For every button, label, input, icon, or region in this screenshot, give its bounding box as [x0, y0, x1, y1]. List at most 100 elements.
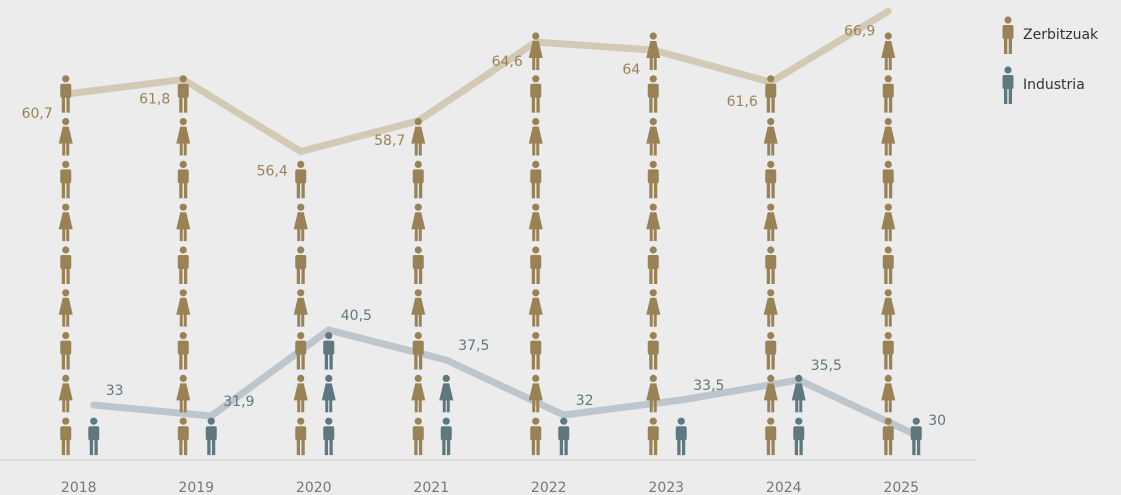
person-icon: [881, 289, 896, 327]
person-icon: [177, 160, 189, 199]
person-icon: [528, 118, 543, 156]
person-icon: [58, 203, 73, 242]
person-icon: [528, 203, 543, 242]
icon-column: [205, 417, 217, 456]
person-icon: [528, 32, 543, 70]
person-icon: [323, 417, 335, 456]
person-icon: [177, 417, 189, 456]
icon-column: [791, 374, 806, 456]
icon-column: [675, 417, 687, 456]
person-icon: [293, 203, 308, 242]
person-icon: [176, 289, 191, 327]
person-icon: [647, 417, 659, 456]
person-icon: [793, 417, 805, 456]
icon-column: [558, 417, 570, 456]
person-icon: [881, 374, 896, 413]
person-icon: [412, 332, 424, 370]
person-icon: [440, 417, 452, 456]
person-icon: [646, 118, 661, 156]
person-icon: [530, 246, 542, 284]
person-icon: [647, 75, 659, 113]
icon-column: [293, 160, 308, 456]
value-label: 61,8: [139, 91, 170, 107]
person-icon: [646, 203, 661, 242]
x-tick-label: 2023: [648, 480, 684, 495]
value-label: 64: [622, 62, 640, 78]
icon-column: [411, 118, 426, 456]
person-icon: [765, 417, 777, 456]
legend-icon: [1002, 66, 1014, 104]
person-icon: [60, 246, 72, 284]
person-icon: [411, 289, 426, 327]
legend-icon-shape: [1002, 66, 1014, 104]
person-icon: [882, 332, 894, 370]
person-icon: [646, 32, 661, 70]
person-icon: [763, 118, 778, 156]
person-icon: [765, 332, 777, 370]
x-tick-label: 2021: [413, 480, 449, 495]
person-icon: [60, 332, 72, 370]
value-label: 66,9: [844, 23, 875, 39]
person-icon: [646, 289, 661, 327]
person-icon: [177, 246, 189, 284]
person-icon: [439, 374, 454, 413]
icon-column: [528, 32, 543, 456]
person-icon: [647, 246, 659, 284]
icon-column: [58, 75, 73, 456]
x-tick-label: 2025: [883, 480, 919, 495]
icon-column: [88, 417, 100, 456]
person-icon: [910, 417, 922, 456]
person-icon: [530, 160, 542, 199]
x-tick-label: 2020: [296, 480, 332, 495]
person-icon: [675, 417, 687, 456]
person-icon: [412, 160, 424, 199]
series-line: [62, 7, 892, 156]
legend-label: Zerbitzuak: [1023, 27, 1099, 43]
icon-column: [321, 332, 336, 456]
legend-icon: [1002, 16, 1014, 54]
value-label: 33: [106, 383, 124, 399]
icon-column: [881, 32, 896, 456]
person-icon: [295, 417, 307, 456]
person-icon: [763, 289, 778, 327]
x-tick-label: 2022: [531, 480, 567, 495]
person-icon: [412, 417, 424, 456]
value-label: 31,9: [223, 394, 254, 410]
person-icon: [530, 417, 542, 456]
person-icon: [881, 118, 896, 156]
person-icon: [411, 203, 426, 242]
person-icon: [58, 118, 73, 156]
person-icon: [176, 118, 191, 156]
person-icon: [881, 203, 896, 242]
person-icon: [558, 417, 570, 456]
person-icon: [765, 160, 777, 199]
person-icon: [88, 417, 100, 456]
person-icon: [205, 417, 217, 456]
person-icon: [528, 289, 543, 327]
person-icon: [765, 246, 777, 284]
value-label: 64,6: [492, 54, 523, 70]
value-label: 61,6: [727, 94, 758, 110]
person-icon: [60, 75, 72, 113]
person-icon: [177, 332, 189, 370]
person-icon: [881, 32, 896, 70]
person-icon: [60, 160, 72, 199]
person-icon: [295, 160, 307, 199]
person-icon: [323, 332, 335, 370]
person-icon: [882, 160, 894, 199]
value-label: 35,5: [811, 358, 842, 374]
person-icon: [412, 246, 424, 284]
value-label: 60,7: [22, 106, 53, 122]
person-icon: [763, 203, 778, 242]
value-label: 32: [576, 393, 594, 409]
icon-column: [763, 75, 778, 456]
x-tick-label: 2018: [61, 480, 97, 495]
person-icon: [295, 246, 307, 284]
value-label: 58,7: [374, 133, 405, 149]
person-icon: [58, 289, 73, 327]
person-icon: [295, 332, 307, 370]
person-icon: [293, 289, 308, 327]
x-tick-label: 2019: [178, 480, 214, 495]
legend-label: Industria: [1023, 77, 1085, 93]
